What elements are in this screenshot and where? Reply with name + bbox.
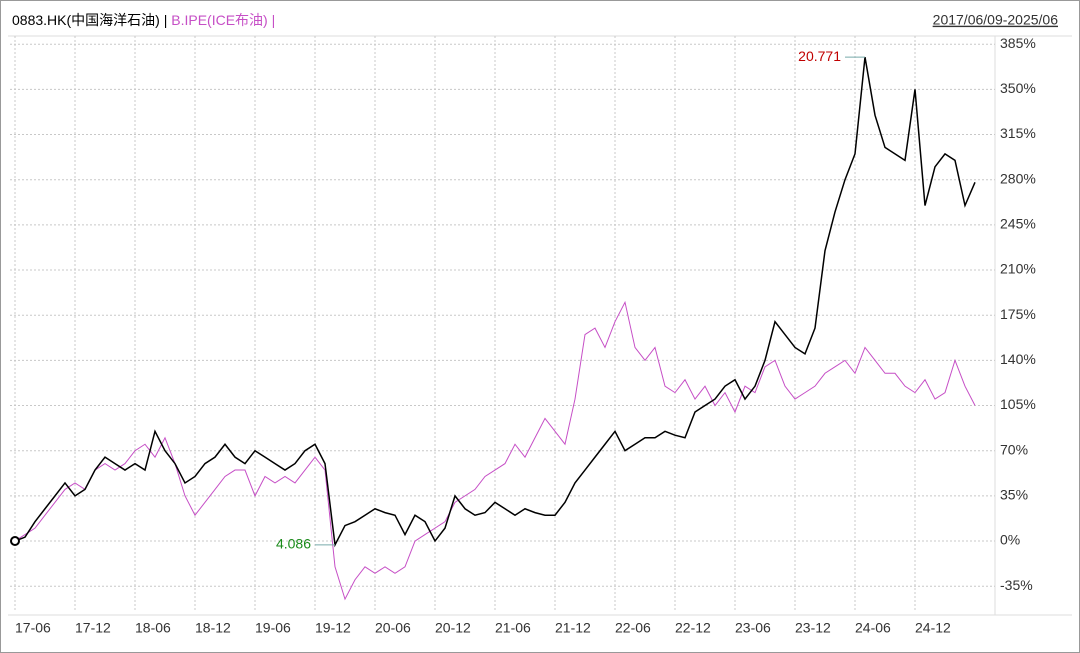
- annotation: 20.771: [798, 48, 841, 64]
- y-tick-label: 210%: [1000, 261, 1036, 277]
- y-tick-label: 245%: [1000, 216, 1036, 232]
- legend-entry: B.IPE(ICE布油): [171, 12, 267, 28]
- x-tick-label: 23-06: [735, 620, 771, 636]
- x-tick-label: 19-12: [315, 620, 351, 636]
- y-tick-label: 280%: [1000, 170, 1036, 186]
- date-range: 2017/06/09-2025/06: [933, 12, 1059, 28]
- y-tick-label: 175%: [1000, 306, 1036, 322]
- x-tick-label: 19-06: [255, 620, 291, 636]
- start-marker: [10, 536, 20, 547]
- x-tick-label: 20-12: [435, 620, 471, 636]
- y-tick-label: 35%: [1000, 487, 1028, 503]
- y-tick-label: -35%: [1000, 577, 1033, 593]
- series-line: [14, 56, 976, 548]
- x-tick-label: 24-06: [855, 620, 891, 636]
- x-tick-label: 17-12: [75, 620, 111, 636]
- y-tick-label: 70%: [1000, 441, 1028, 457]
- x-tick-label: 21-06: [495, 620, 531, 636]
- y-tick-label: 0%: [1000, 532, 1020, 548]
- y-tick-label: 140%: [1000, 351, 1036, 367]
- y-tick-label: 315%: [1000, 125, 1036, 141]
- x-tick-label: 18-12: [195, 620, 231, 636]
- legend-separator: |: [160, 12, 171, 28]
- y-tick-label: 385%: [1000, 35, 1036, 51]
- x-tick-label: 21-12: [555, 620, 591, 636]
- annotation: 4.086: [276, 536, 311, 552]
- x-tick-label: 20-06: [375, 620, 411, 636]
- legend: 0883.HK(中国海洋石油) | B.IPE(ICE布油) |: [12, 12, 275, 28]
- y-tick-label: 350%: [1000, 80, 1036, 96]
- x-tick-label: 18-06: [135, 620, 171, 636]
- x-tick-label: 22-06: [615, 620, 651, 636]
- x-tick-label: 22-12: [675, 620, 711, 636]
- y-tick-label: 105%: [1000, 396, 1036, 412]
- x-tick-label: 23-12: [795, 620, 831, 636]
- legend-separator: |: [268, 12, 276, 28]
- legend-entry: 0883.HK(中国海洋石油): [12, 12, 160, 28]
- x-tick-label: 17-06: [15, 620, 51, 636]
- x-tick-label: 24-12: [915, 620, 951, 636]
